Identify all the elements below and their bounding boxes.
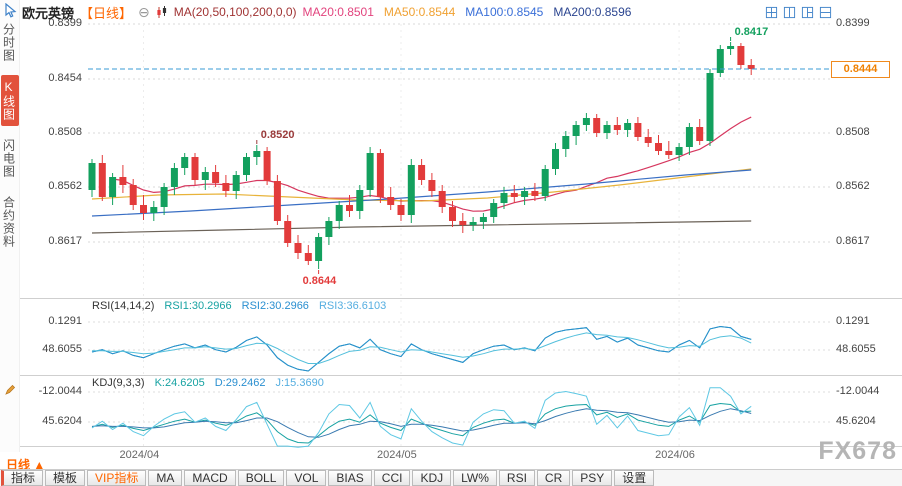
tab-psy[interactable]: PSY bbox=[572, 470, 613, 486]
tab-rsi[interactable]: RSI bbox=[498, 470, 535, 486]
draw-tool-icon[interactable] bbox=[4, 384, 16, 396]
cursor-hand-tool-icon[interactable] bbox=[3, 2, 18, 18]
layout-grid-4-icon[interactable] bbox=[765, 6, 778, 19]
kdj-line-d bbox=[91, 408, 752, 438]
sidebar-item-lightning-chart[interactable]: 闪电图 bbox=[1, 139, 16, 178]
period-selector[interactable]: 日线 ▲ bbox=[6, 456, 45, 473]
tab-vol[interactable]: VOL bbox=[286, 470, 327, 486]
ma20-value: MA20:0.8501 bbox=[302, 5, 374, 19]
ma50-line bbox=[91, 168, 752, 202]
kdj-header: KDJ(9,3,3) K:24.6205 D:29.2462 J:15.3690 bbox=[92, 377, 324, 389]
left-sidebar: 分时图 K线图闪电图合约资料 bbox=[0, 0, 20, 452]
kdj-line-k bbox=[91, 402, 752, 444]
tab-cr[interactable]: CR bbox=[536, 470, 571, 486]
tab-lw[interactable]: LW% bbox=[453, 470, 497, 486]
kdj-value-d: D:29.2462 bbox=[214, 377, 266, 389]
price-annotations bbox=[256, 37, 732, 274]
candlestick-indicator-icon bbox=[156, 5, 168, 19]
layout-rows-2-icon[interactable] bbox=[819, 6, 832, 19]
indicator-tabs-bar: 指标 模板 VIP指标 MA MACD BOLL VOL BIAS CCI KDJ LW% RSI CR… bbox=[0, 469, 902, 486]
kdj-label: KDJ(9,3,3) bbox=[92, 377, 145, 389]
chart-header: 欧元英镑 【日线】 ⊖ MA(20,50,100,200,0,0) MA20:0… bbox=[22, 0, 902, 24]
rsi-line-rsi2 bbox=[91, 325, 752, 372]
ma-settings-label: MA(20,50,100,200,0,0) bbox=[173, 5, 297, 19]
kdj-value-k: K:24.6205 bbox=[154, 377, 205, 389]
tab-macd[interactable]: MACD bbox=[184, 470, 236, 486]
candlesticks bbox=[88, 42, 755, 269]
rsi-value-rsi3: RSI3:36.6103 bbox=[318, 300, 387, 312]
period-selector-label: 日线 bbox=[6, 458, 31, 472]
sidebar-item-contract-info[interactable]: 合约资料 bbox=[1, 196, 16, 248]
kdj-line-j bbox=[91, 387, 752, 448]
watermark: FX678 bbox=[818, 437, 897, 465]
ma-overlays bbox=[91, 116, 752, 234]
ma200-line bbox=[91, 220, 752, 234]
gridlines bbox=[20, 23, 902, 447]
rsi-value-rsi2: RSI2:30.2966 bbox=[241, 300, 309, 312]
tab-bias[interactable]: BIAS bbox=[328, 470, 372, 486]
sidebar-item-time-chart[interactable]: 分时图 bbox=[1, 23, 16, 62]
collapse-icon[interactable]: ⊖ bbox=[138, 3, 150, 20]
tab-boll[interactable]: BOLL bbox=[237, 470, 285, 486]
layout-split-2-icon[interactable] bbox=[783, 6, 796, 19]
kdj-value-j: J:15.3690 bbox=[275, 377, 324, 389]
layout-split-3-icon[interactable] bbox=[801, 6, 814, 19]
ma100-line bbox=[91, 169, 752, 217]
kdj-lines bbox=[91, 387, 752, 448]
tab-settings[interactable]: 设置 bbox=[614, 470, 655, 486]
ma-values: MA20:0.8501 MA50:0.8544 MA100:0.8545 MA200:… bbox=[303, 5, 632, 19]
rsi-label: RSI(14,14,2) bbox=[92, 300, 155, 312]
rsi-header: RSI(14,14,2) RSI1:30.2966 RSI2:30.2966 RSI3… bbox=[92, 300, 386, 312]
layout-icons-group bbox=[765, 6, 832, 19]
sidebar-item-kline-chart[interactable]: K线图 bbox=[0, 75, 19, 126]
tab-vip-indicators[interactable]: VIP指标 bbox=[87, 470, 147, 486]
ma20-line bbox=[112, 116, 752, 212]
ma50-value: MA50:0.8544 bbox=[383, 5, 456, 19]
symbol-title: 欧元英镑 bbox=[22, 5, 75, 21]
period-selector-arrow-icon: ▲ bbox=[33, 458, 46, 472]
tab-ma[interactable]: MA bbox=[148, 470, 183, 486]
ma100-value: MA100:0.8545 bbox=[465, 5, 544, 19]
tab-cci[interactable]: CCI bbox=[373, 470, 411, 486]
rsi-value-rsi1: RSI1:30.2966 bbox=[164, 300, 232, 312]
tab-kdj[interactable]: KDJ bbox=[412, 470, 452, 486]
current-price-tag: 0.8444 bbox=[831, 61, 890, 78]
tab-indicators[interactable]: 指标 bbox=[1, 470, 44, 486]
rsi-line-rsi3 bbox=[92, 332, 752, 364]
period-tag: 【日线】 bbox=[80, 5, 133, 21]
tab-templates[interactable]: 模板 bbox=[45, 470, 86, 486]
rsi-lines bbox=[91, 325, 752, 372]
ma200-value: MA200:0.8596 bbox=[553, 5, 632, 19]
